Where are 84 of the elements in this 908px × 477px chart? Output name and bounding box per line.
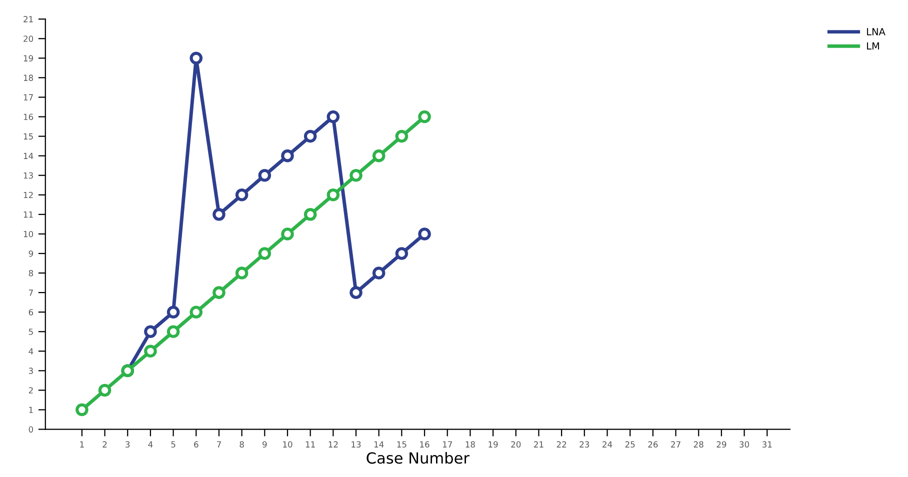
y-tick-label: 12 [24, 192, 33, 198]
y-tick-label: 2 [28, 387, 33, 394]
x-tick-label: 16 [420, 441, 430, 448]
point [190, 52, 203, 65]
x-tick-label: 5 [171, 441, 176, 448]
point [395, 247, 408, 260]
x-tick-label: 28 [694, 441, 704, 448]
point [372, 149, 386, 162]
legend-label: LM [867, 42, 879, 50]
x-tick-label: 4 [148, 441, 153, 448]
x-tick-label: 26 [648, 441, 658, 448]
x-tick-label: 18 [466, 441, 475, 448]
y-tick-label: 9 [28, 250, 34, 257]
y-tick-label: 13 [24, 172, 33, 179]
x-tick-label: 23 [580, 441, 590, 448]
legend-label: LNA [867, 28, 886, 36]
point [76, 403, 88, 416]
y-tick-label: 19 [24, 55, 34, 62]
x-tick-label: 31 [762, 441, 772, 448]
point [235, 266, 248, 280]
point [326, 110, 340, 124]
x-tick-label: 22 [556, 441, 566, 448]
x-tick-label: 11 [306, 441, 315, 448]
point [395, 130, 408, 143]
y-tick-label: 20 [24, 36, 34, 42]
point [304, 208, 317, 221]
x-tick-label: 3 [126, 441, 130, 448]
point [418, 228, 431, 240]
x-tick-label: 9 [262, 441, 267, 448]
point [281, 228, 294, 240]
y-tick-label: 3 [28, 368, 33, 374]
point [350, 168, 362, 182]
y-tick-label: 21 [24, 16, 33, 22]
point [212, 208, 226, 221]
y-tick-label: 15 [24, 133, 33, 140]
point [372, 266, 386, 280]
x-tick-label: 29 [716, 441, 726, 448]
point [281, 149, 294, 162]
x-tick-label: 20 [511, 441, 521, 448]
x-tick-label: 17 [442, 441, 452, 448]
point [190, 306, 203, 318]
y-tick-label: 10 [24, 230, 34, 238]
x-tick-label: 25 [625, 441, 635, 448]
x-axis-title: Case Number [366, 452, 470, 464]
y-tick-label: 14 [24, 152, 34, 159]
x-tick-label: 12 [328, 441, 338, 448]
y-tick-label: 18 [24, 74, 34, 81]
y-tick-label: 17 [24, 94, 33, 100]
point [258, 168, 272, 182]
point [166, 306, 180, 318]
y-tick-label: 6 [28, 309, 34, 316]
x-tick-label: 1 [80, 441, 84, 448]
point [98, 384, 112, 397]
point [350, 286, 362, 299]
point [326, 188, 340, 202]
point [144, 325, 157, 338]
y-tick-label: 8 [28, 270, 34, 276]
x-tick-label: 8 [240, 441, 244, 448]
x-tick-label: 19 [488, 441, 498, 448]
x-tick-label: 10 [283, 441, 292, 448]
x-tick-label: 15 [397, 441, 406, 448]
point [258, 247, 272, 260]
y-tick-label: 0 [28, 426, 34, 433]
y-tick-label: 5 [28, 328, 33, 335]
x-tick-label: 21 [534, 441, 544, 448]
point [304, 130, 317, 143]
x-tick-label: 13 [352, 441, 361, 448]
x-tick-label: 7 [217, 441, 221, 448]
x-tick-label: 2 [102, 441, 107, 448]
x-tick-label: 6 [194, 441, 198, 448]
y-tick-label: 4 [28, 348, 34, 354]
y-tick-label: 1 [29, 406, 33, 413]
point [212, 286, 226, 299]
x-tick-label: 14 [374, 441, 384, 448]
x-tick-label: 24 [602, 441, 612, 448]
x-tick-label: 27 [671, 441, 680, 448]
y-tick-label: 11 [24, 212, 33, 218]
x-tick-label: 30 [740, 441, 750, 448]
point [144, 344, 157, 358]
y-tick-label: 16 [24, 114, 34, 120]
point [235, 188, 248, 202]
point [166, 325, 180, 338]
point [418, 110, 431, 124]
y-tick-label: 7 [28, 290, 33, 296]
